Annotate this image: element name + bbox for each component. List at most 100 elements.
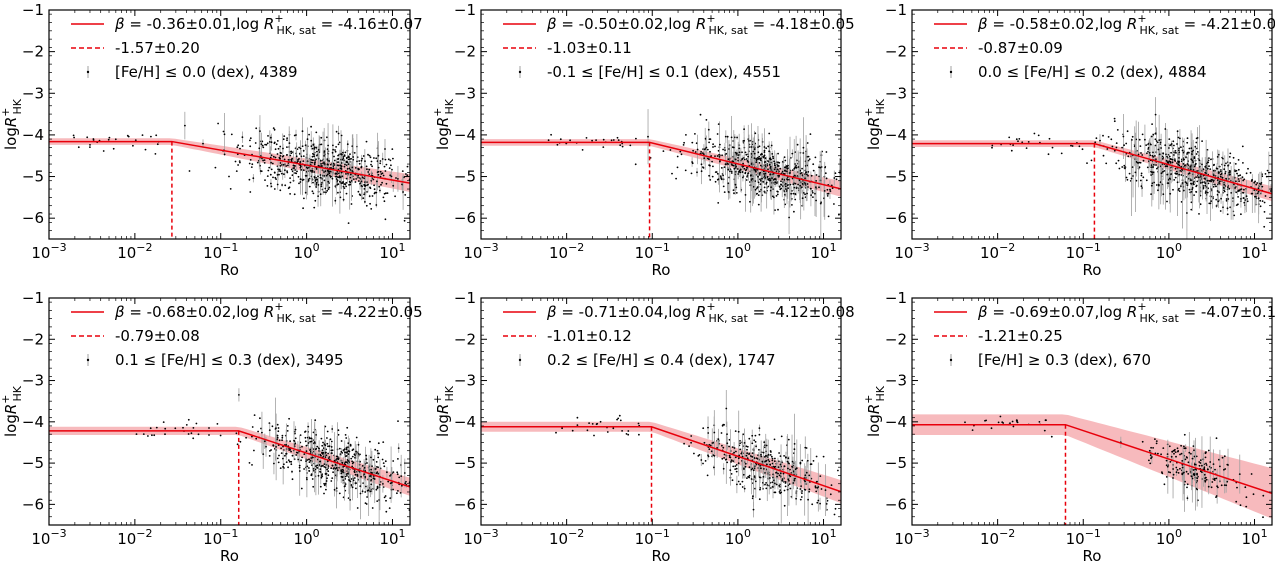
data-point: [791, 152, 794, 155]
data-point: [323, 463, 326, 465]
data-point: [753, 157, 756, 160]
data-point: [714, 145, 716, 148]
data-point: [397, 447, 400, 449]
data-point: [1158, 153, 1161, 156]
data-point: [223, 133, 226, 136]
data-point: [289, 449, 292, 451]
data-point: [277, 147, 280, 150]
data-point: [332, 471, 334, 474]
data-point: [1193, 180, 1195, 183]
data-point: [1196, 472, 1198, 475]
data-point: [555, 431, 557, 434]
data-point: [1212, 463, 1215, 465]
data-point: [107, 138, 110, 141]
data-point: [302, 155, 305, 158]
data-point: [283, 173, 285, 176]
data-point: [768, 163, 771, 166]
data-point: [350, 203, 353, 205]
data-point: [316, 464, 319, 467]
data-point: [1233, 183, 1235, 186]
data-point: [279, 467, 282, 469]
data-point: [1259, 183, 1262, 185]
data-point: [719, 143, 721, 146]
data-point: [1154, 132, 1157, 135]
data-point: [250, 166, 253, 169]
data-point: [807, 174, 809, 177]
data-point: [745, 158, 748, 160]
data-point: [1135, 179, 1138, 182]
data-point: [289, 154, 292, 157]
data-point: [274, 176, 277, 179]
data-point: [344, 183, 347, 186]
data-point: [1182, 151, 1185, 154]
data-point: [783, 465, 786, 467]
data-point: [1190, 153, 1193, 155]
data-point: [267, 135, 269, 137]
data-point: [799, 461, 802, 464]
data-point: [306, 465, 309, 468]
data-point: [1161, 158, 1164, 160]
data-point: [795, 187, 798, 190]
data-point: [397, 458, 399, 460]
data-point: [1234, 163, 1237, 165]
data-point: [281, 184, 283, 186]
data-point: [272, 444, 275, 447]
data-point: [1245, 496, 1248, 499]
data-point: [1154, 438, 1156, 440]
data-point: [738, 147, 741, 150]
data-point: [289, 177, 291, 180]
data-point: [313, 171, 316, 173]
data-point: [1215, 198, 1218, 201]
data-point: [376, 486, 379, 489]
data-point: [270, 182, 272, 185]
data-point: [290, 460, 293, 463]
data-point: [322, 162, 324, 165]
legend: β = -0.36±0.01,log R+ HK, sat = -4.16±0.0…: [71, 12, 423, 81]
data-point: [707, 455, 710, 458]
data-point: [735, 152, 738, 155]
data-point: [734, 456, 737, 459]
data-point: [305, 460, 307, 462]
data-point: [289, 193, 291, 195]
data-point: [1240, 213, 1242, 216]
data-point: [326, 136, 328, 139]
data-point: [1151, 154, 1154, 157]
data-point: [1171, 158, 1174, 161]
data-point: [286, 170, 288, 173]
data-point: [1254, 180, 1256, 183]
data-point: [249, 139, 251, 142]
data-point: [284, 184, 287, 187]
legend-point-swatch: [518, 70, 522, 74]
data-point: [769, 477, 771, 479]
data-point: [249, 159, 252, 161]
data-point: [1180, 201, 1183, 203]
data-point: [748, 474, 751, 477]
data-point: [308, 467, 310, 469]
data-point: [782, 472, 785, 475]
y-tick-label: −5: [454, 454, 476, 472]
data-point: [275, 143, 278, 146]
data-point: [328, 445, 331, 448]
data-point: [1107, 136, 1110, 138]
data-point: [1164, 144, 1167, 147]
data-point: [774, 482, 776, 485]
data-point: [750, 174, 752, 177]
data-point: [676, 166, 679, 169]
data-point: [389, 174, 392, 177]
data-point: [290, 168, 293, 171]
data-point: [273, 171, 276, 174]
data-point: [814, 156, 817, 159]
data-point: [749, 200, 751, 203]
x-tick-label: 10−2: [117, 527, 152, 548]
data-point: [356, 507, 359, 509]
data-point: [1205, 190, 1207, 193]
data-point: [1139, 145, 1142, 148]
data-point: [806, 173, 808, 176]
data-point: [361, 176, 364, 179]
data-point: [320, 136, 323, 139]
data-point: [323, 482, 325, 485]
data-point: [696, 171, 698, 174]
data-point: [1152, 171, 1155, 174]
data-point: [344, 461, 347, 464]
data-point: [771, 153, 774, 155]
